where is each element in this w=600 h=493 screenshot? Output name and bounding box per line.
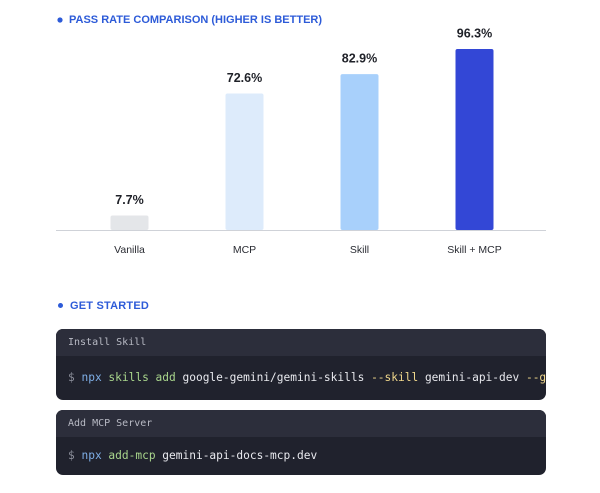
code-token: gemini-api-docs-mcp.dev	[162, 449, 318, 462]
code-block: Add MCP Server $ npx add-mcp gemini-api-doc…	[56, 410, 546, 475]
bar	[455, 48, 494, 231]
code-label: Add MCP Server	[56, 410, 546, 437]
bar	[225, 93, 264, 231]
chart-title: PASS RATE COMPARISON (HIGHER IS BETTER)	[69, 14, 322, 26]
command: $ npx skills add google-gemini/gemini-skill…	[56, 356, 546, 400]
code-token: $	[68, 449, 75, 462]
value-label: 72.6%	[227, 71, 262, 85]
code-token: --global	[525, 371, 546, 384]
code-token: gemini-api-dev	[424, 371, 520, 384]
x-tick-label: Skill + MCP	[447, 244, 502, 256]
bar	[110, 215, 149, 230]
value-label: 82.9%	[342, 51, 377, 65]
code-token: add-mcp	[108, 449, 156, 462]
section-title-text: GET STARTED	[70, 300, 149, 312]
section-title: GET STARTED	[58, 300, 149, 312]
code-label: Install Skill	[56, 329, 546, 356]
title-dot	[57, 17, 63, 23]
x-tick-label: Vanilla	[114, 244, 145, 256]
code-token: $	[68, 371, 75, 384]
x-tick-label: MCP	[233, 244, 256, 256]
bar	[340, 74, 379, 230]
code-token: --skill	[371, 371, 419, 384]
value-label: 7.7%	[115, 193, 144, 207]
code-block: Install Skill $ npx skills add google-gemin…	[56, 329, 546, 400]
x-tick-label: Skill	[350, 244, 369, 256]
value-label: 96.3%	[457, 26, 492, 40]
code-token: npx	[81, 449, 102, 462]
command: $ npx add-mcp gemini-api-docs-mcp.dev	[56, 437, 546, 475]
chart: PASS RATE COMPARISON (HIGHER IS BETTER) …	[56, 14, 546, 256]
code-token: npx	[81, 371, 102, 384]
code-token: google-gemini/gemini-skills	[182, 371, 365, 384]
code-token: skills add	[108, 371, 176, 384]
